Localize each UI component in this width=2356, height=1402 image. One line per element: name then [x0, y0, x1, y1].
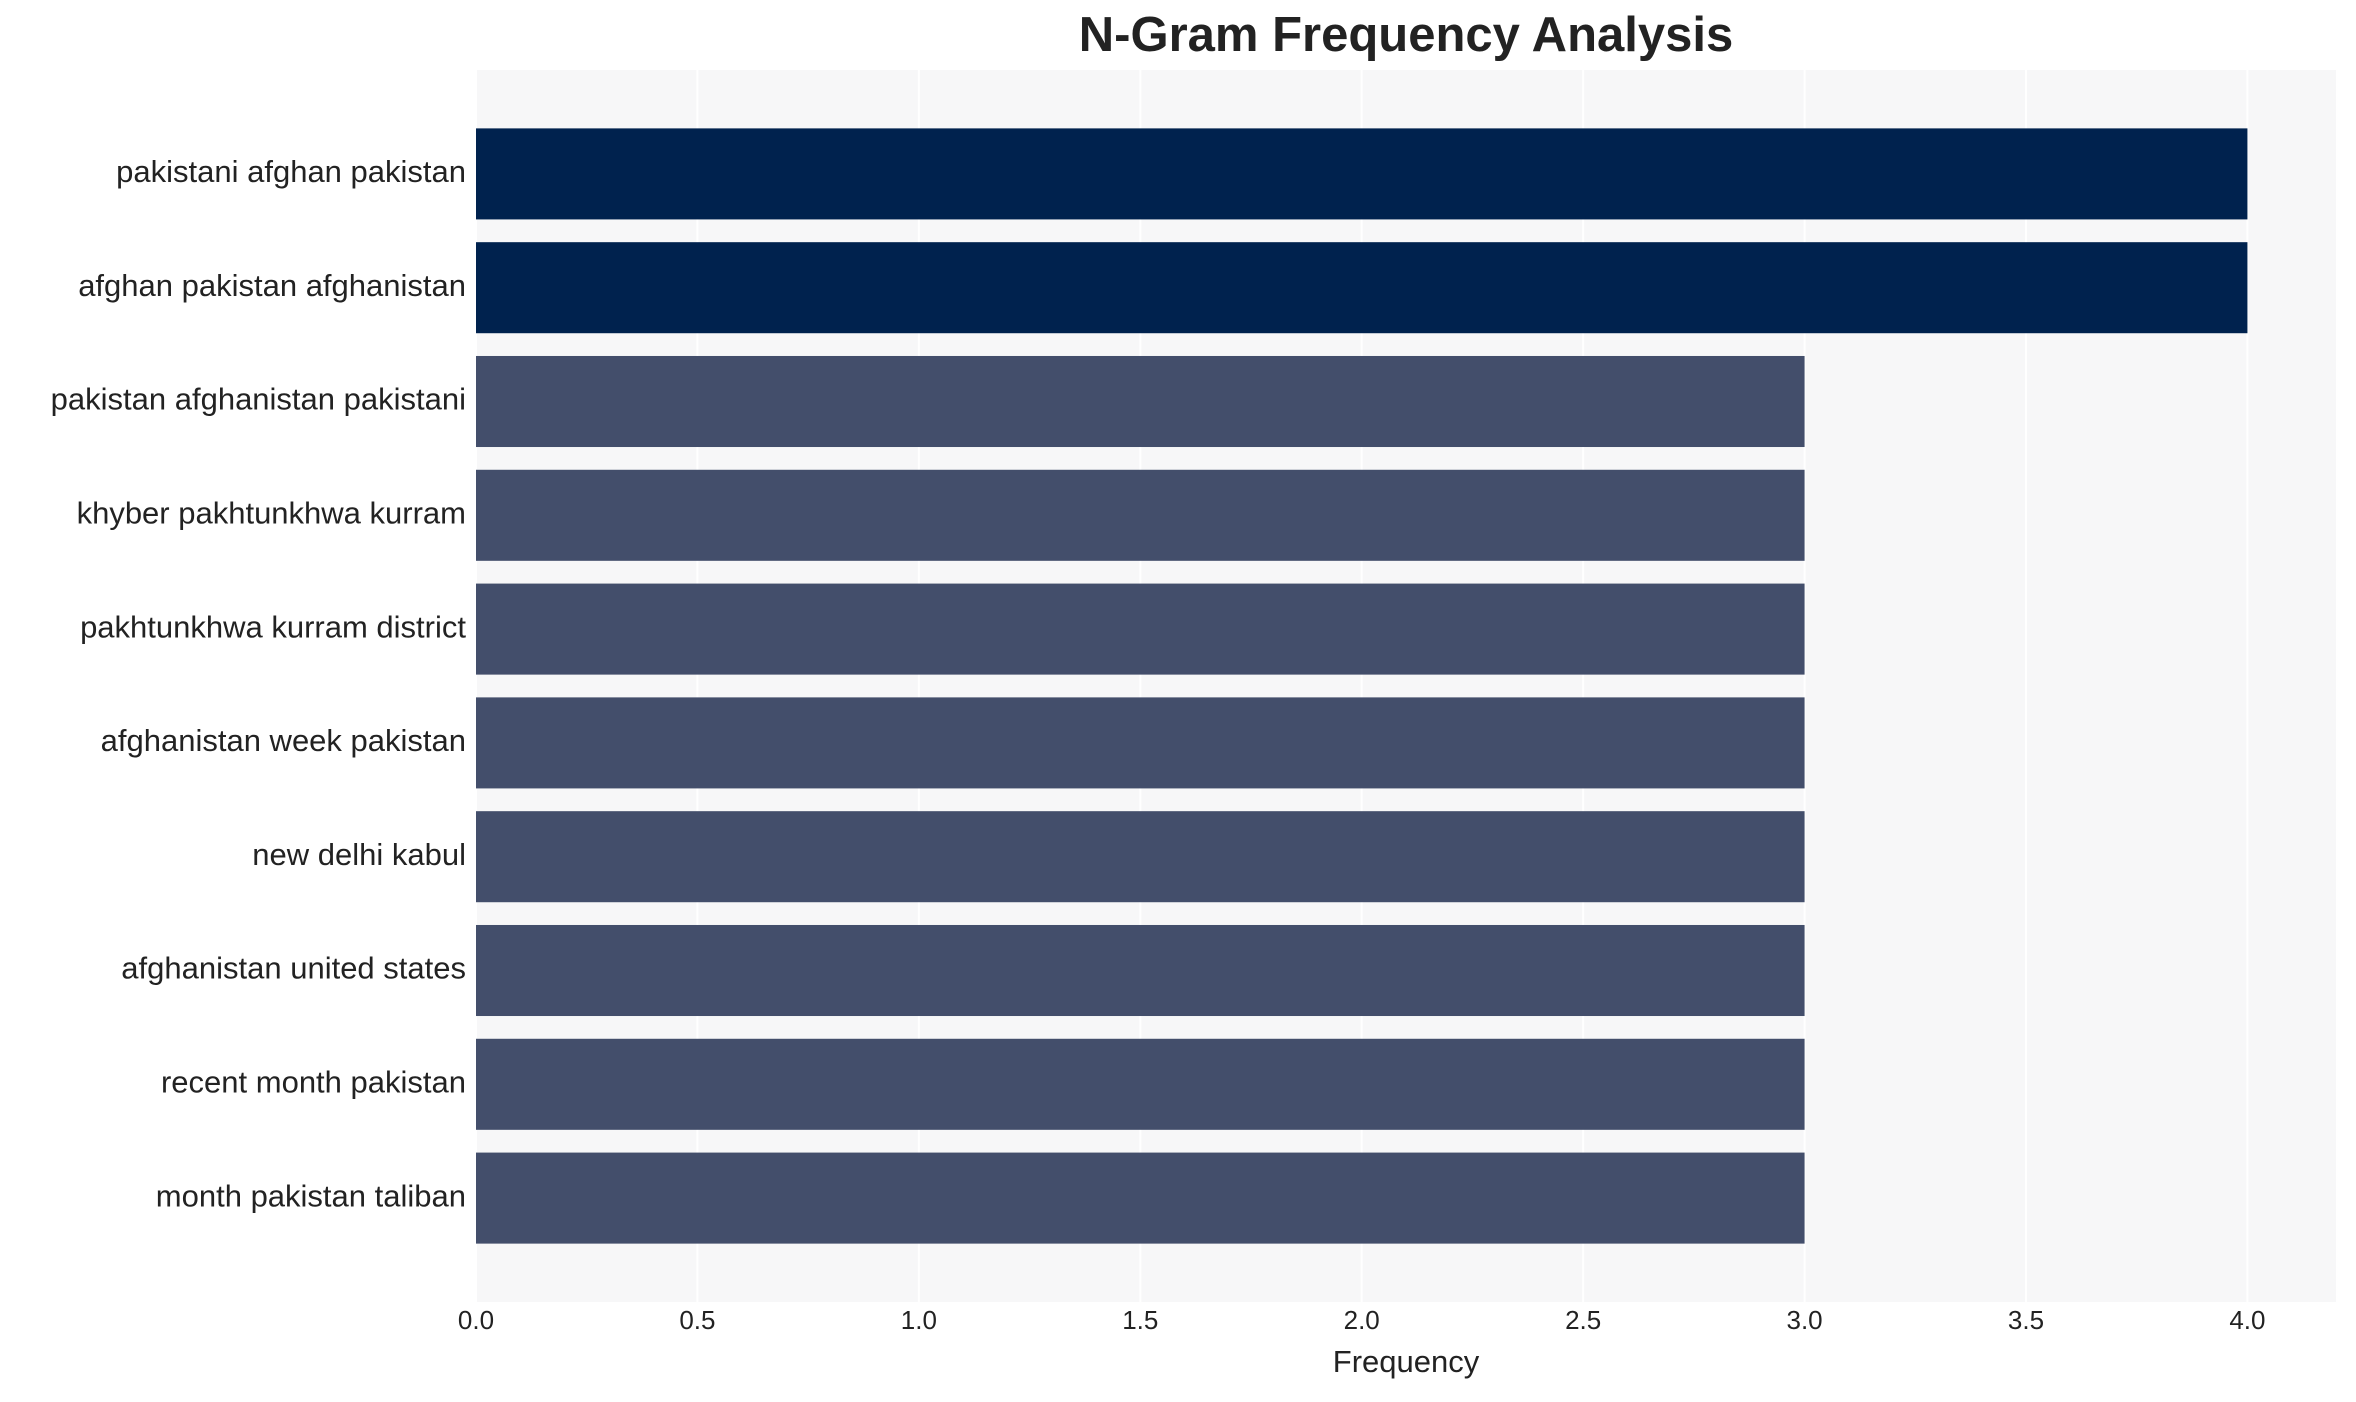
x-tick-label: 3.5: [2008, 1305, 2044, 1335]
bar: [476, 811, 1805, 903]
x-axis-label: Frequency: [1333, 1344, 1480, 1379]
bar: [476, 924, 1805, 1017]
y-tick-label: afghanistan united states: [121, 951, 466, 986]
bar: [476, 1152, 1805, 1244]
bar: [476, 242, 2248, 334]
y-tick-label: pakhtunkhwa kurram district: [80, 609, 466, 644]
y-tick-label: afghanistan week pakistan: [101, 723, 466, 758]
x-tick-label: 2.0: [1344, 1305, 1380, 1335]
y-tick-label: month pakistan taliban: [156, 1178, 466, 1213]
y-tick-label: khyber pakhtunkhwa kurram: [77, 495, 466, 530]
x-tick-label: 4.0: [2229, 1305, 2265, 1335]
chart-title: N-Gram Frequency Analysis: [1079, 8, 1733, 62]
x-tick-label: 0.5: [679, 1305, 715, 1335]
x-tick-label: 2.5: [1565, 1305, 1601, 1335]
bar: [476, 583, 1805, 675]
x-tick-label: 3.0: [1786, 1305, 1822, 1335]
bar: [476, 1038, 1805, 1130]
y-tick-label: pakistani afghan pakistan: [116, 154, 466, 189]
bar: [476, 697, 1805, 789]
x-tick-label: 0.0: [458, 1305, 494, 1335]
y-tick-label: pakistan afghanistan pakistani: [51, 382, 466, 417]
bar: [476, 469, 1805, 561]
y-tick-label: recent month pakistan: [161, 1064, 466, 1099]
x-tick-label: 1.5: [1122, 1305, 1158, 1335]
bar: [476, 128, 2248, 220]
bar: [476, 355, 1805, 448]
x-tick-label: 1.0: [901, 1305, 937, 1335]
y-tick-label: afghan pakistan afghanistan: [78, 268, 466, 303]
y-tick-label: new delhi kabul: [252, 837, 466, 872]
